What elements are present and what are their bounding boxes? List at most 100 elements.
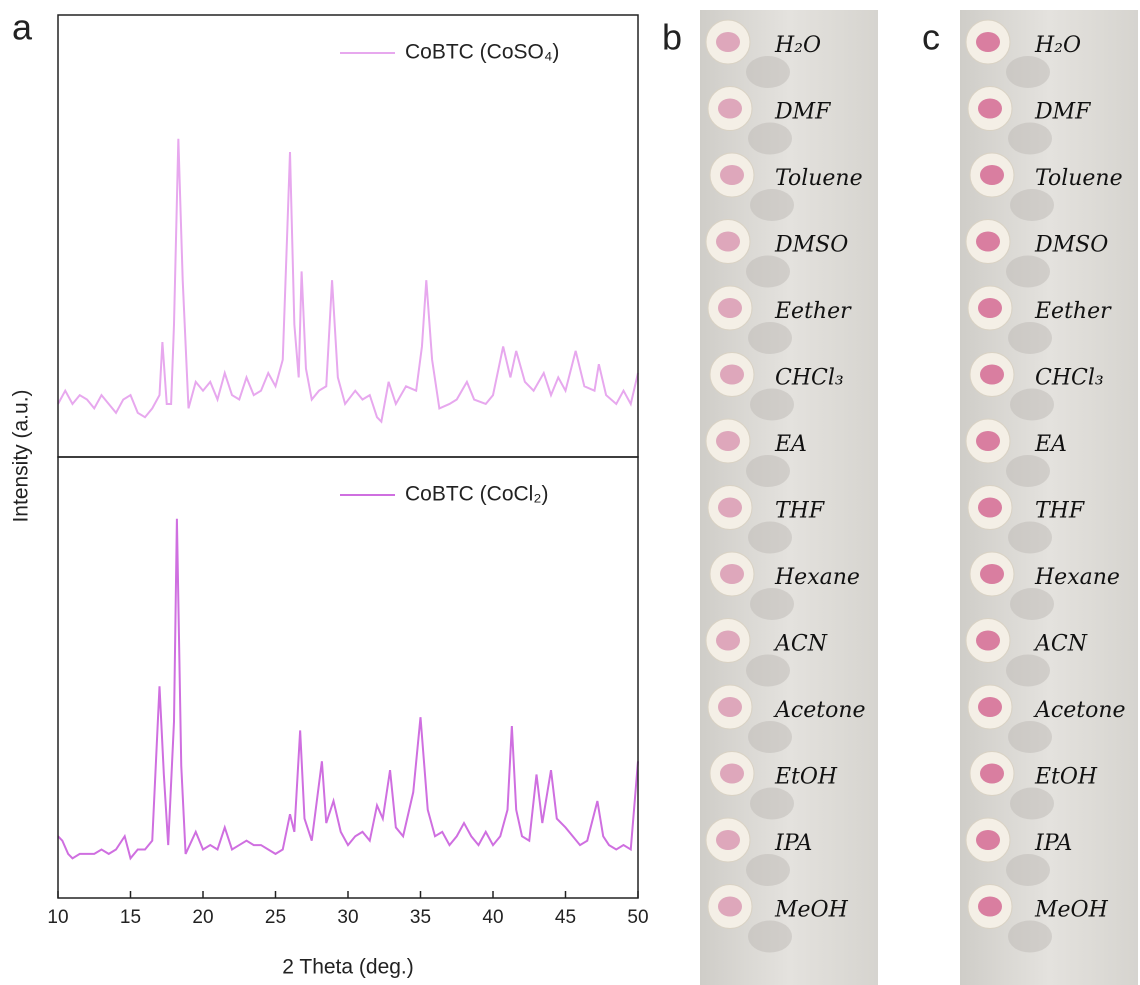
- solvent-label: CHCl₃: [775, 366, 844, 391]
- solvent-label: ACN: [1033, 632, 1088, 657]
- shadow: [1008, 521, 1052, 554]
- shadow: [1008, 920, 1052, 953]
- x-tick-label: 35: [410, 907, 431, 928]
- shadow: [748, 721, 792, 753]
- sample-powder: [976, 32, 1000, 52]
- sample-powder: [978, 497, 1002, 518]
- solvent-label: EA: [774, 432, 807, 457]
- shadow: [746, 654, 790, 687]
- sample-powder: [718, 697, 742, 717]
- solvent-label: THF: [1035, 499, 1085, 524]
- shadow: [1006, 854, 1050, 886]
- panel-label: b: [662, 17, 682, 58]
- sample-powder: [978, 298, 1002, 318]
- shadow: [746, 455, 790, 487]
- shadow: [750, 588, 794, 620]
- shadow: [1006, 56, 1050, 88]
- sample-powder: [716, 431, 740, 451]
- sample-powder: [716, 630, 740, 651]
- solvent-label: Acetone: [1033, 698, 1126, 723]
- solvent-label: DMF: [774, 100, 831, 125]
- sample-powder: [976, 431, 1000, 451]
- solvent-label: MeOH: [1034, 898, 1109, 923]
- solvent-label: Toluene: [1035, 166, 1123, 191]
- shadow: [750, 189, 794, 221]
- sample-powder: [978, 98, 1002, 119]
- x-tick-label: 30: [337, 907, 358, 928]
- shadow: [1006, 255, 1050, 288]
- solvent-label: DMF: [1034, 100, 1091, 125]
- shadow: [1010, 787, 1054, 820]
- solvent-label: DMSO: [1034, 233, 1108, 258]
- sample-powder: [720, 165, 744, 185]
- x-tick-label: 15: [120, 907, 141, 928]
- solvent-label: Eether: [1034, 299, 1112, 324]
- sample-powder: [976, 231, 1000, 252]
- solvent-label: H₂O: [1034, 33, 1081, 58]
- data-line: [57, 518, 639, 861]
- shadow: [750, 787, 794, 820]
- shadow: [746, 56, 790, 88]
- shadow: [1008, 721, 1052, 753]
- shadow: [1008, 122, 1052, 155]
- legend-label: CoBTC (CoSO₄): [405, 41, 559, 64]
- data-line: [57, 138, 639, 424]
- legend-label: CoBTC (CoCl₂): [405, 483, 549, 506]
- shadow: [1006, 654, 1050, 687]
- sample-powder: [718, 98, 742, 119]
- sample-powder: [716, 830, 740, 850]
- solvent-label: MeOH: [774, 898, 849, 923]
- x-tick-label: 20: [192, 907, 213, 928]
- sample-powder: [716, 231, 740, 252]
- shadow: [748, 521, 792, 554]
- shadow: [1006, 455, 1050, 487]
- x-tick-label: 40: [482, 907, 503, 928]
- x-tick-label: 50: [627, 907, 648, 928]
- sample-powder: [976, 630, 1000, 651]
- panel-label: a: [12, 7, 33, 48]
- shadow: [750, 388, 794, 421]
- shadow: [1008, 322, 1052, 354]
- sample-powder: [720, 564, 744, 584]
- solvent-label: EtOH: [1034, 765, 1098, 790]
- sample-powder: [980, 763, 1004, 784]
- solvent-label: CHCl₃: [1035, 366, 1104, 391]
- y-axis-label: Intensity (a.u.): [10, 389, 33, 522]
- sample-powder: [980, 364, 1004, 385]
- solvent-label: Toluene: [775, 166, 863, 191]
- solvent-label: Hexane: [774, 565, 860, 590]
- solvent-label: IPA: [774, 831, 812, 856]
- sample-powder: [720, 763, 744, 784]
- sample-powder: [720, 364, 744, 385]
- shadow: [748, 122, 792, 155]
- sample-powder: [718, 896, 742, 917]
- solvent-label: EtOH: [774, 765, 838, 790]
- sample-powder: [718, 497, 742, 518]
- sample-powder: [980, 564, 1004, 584]
- shadow: [746, 854, 790, 886]
- shadow: [1010, 388, 1054, 421]
- solvent-label: THF: [775, 499, 825, 524]
- solvent-label: ACN: [773, 632, 828, 657]
- sample-powder: [980, 165, 1004, 185]
- x-tick-label: 25: [265, 907, 286, 928]
- solvent-label: DMSO: [774, 233, 848, 258]
- solvent-label: Acetone: [773, 698, 866, 723]
- shadow: [1010, 588, 1054, 620]
- shadow: [1010, 189, 1054, 221]
- sample-powder: [718, 298, 742, 318]
- solvent-label: H₂O: [774, 33, 821, 58]
- shadow: [746, 255, 790, 288]
- axes-frame: [57, 456, 639, 899]
- panel-label: c: [922, 17, 940, 58]
- shadow: [748, 920, 792, 953]
- x-tick-label: 10: [47, 907, 68, 928]
- x-axis-label: 2 Theta (deg.): [282, 956, 414, 979]
- axes-frame: [57, 14, 639, 458]
- sample-powder: [976, 830, 1000, 850]
- sample-powder: [978, 896, 1002, 917]
- solvent-label: IPA: [1034, 831, 1072, 856]
- sample-powder: [716, 32, 740, 52]
- solvent-label: EA: [1034, 432, 1067, 457]
